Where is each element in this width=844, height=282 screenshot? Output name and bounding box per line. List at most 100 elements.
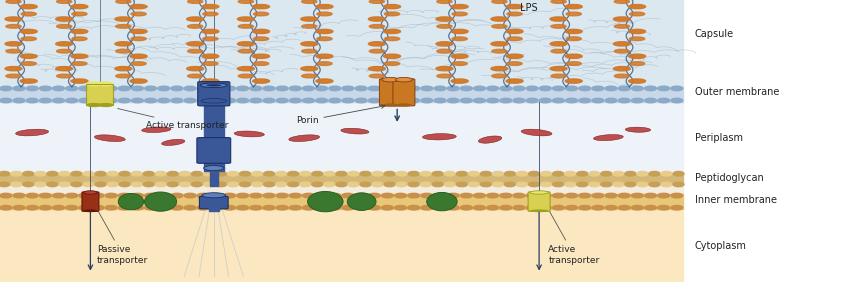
Ellipse shape <box>420 193 432 198</box>
Ellipse shape <box>184 193 196 198</box>
Ellipse shape <box>506 79 522 83</box>
Ellipse shape <box>197 193 209 198</box>
Ellipse shape <box>237 67 254 71</box>
Ellipse shape <box>40 98 51 103</box>
Ellipse shape <box>592 98 603 103</box>
Ellipse shape <box>436 74 452 78</box>
Ellipse shape <box>262 205 274 210</box>
Ellipse shape <box>144 86 156 91</box>
Ellipse shape <box>215 171 226 176</box>
Ellipse shape <box>506 37 522 41</box>
Ellipse shape <box>197 86 209 91</box>
Ellipse shape <box>238 25 253 28</box>
Ellipse shape <box>565 37 581 41</box>
Ellipse shape <box>506 54 522 58</box>
Ellipse shape <box>528 171 539 176</box>
Ellipse shape <box>446 86 458 91</box>
Ellipse shape <box>307 191 343 212</box>
Ellipse shape <box>538 98 550 103</box>
Ellipse shape <box>83 171 94 176</box>
Ellipse shape <box>56 17 73 21</box>
Ellipse shape <box>23 171 34 176</box>
Ellipse shape <box>347 193 376 210</box>
Ellipse shape <box>436 67 452 71</box>
Bar <box>87 84 100 105</box>
Ellipse shape <box>276 205 288 210</box>
Ellipse shape <box>670 193 682 198</box>
Ellipse shape <box>613 17 630 21</box>
FancyBboxPatch shape <box>197 82 230 106</box>
Ellipse shape <box>5 67 22 71</box>
Ellipse shape <box>625 127 650 132</box>
Ellipse shape <box>368 205 380 210</box>
Ellipse shape <box>529 209 548 212</box>
Ellipse shape <box>224 193 235 198</box>
Ellipse shape <box>131 37 146 41</box>
Ellipse shape <box>408 182 419 187</box>
Ellipse shape <box>419 182 430 187</box>
Ellipse shape <box>95 182 106 187</box>
Ellipse shape <box>394 205 406 210</box>
Ellipse shape <box>187 74 203 78</box>
Ellipse shape <box>618 86 630 91</box>
Ellipse shape <box>552 205 564 210</box>
Ellipse shape <box>673 171 684 176</box>
Ellipse shape <box>311 171 322 176</box>
Ellipse shape <box>179 171 190 176</box>
Ellipse shape <box>657 193 668 198</box>
Ellipse shape <box>434 86 446 91</box>
Ellipse shape <box>56 67 73 71</box>
Ellipse shape <box>588 182 599 187</box>
Ellipse shape <box>480 171 491 176</box>
Ellipse shape <box>600 182 611 187</box>
Ellipse shape <box>252 79 269 83</box>
Ellipse shape <box>224 98 235 103</box>
Ellipse shape <box>526 193 538 198</box>
Ellipse shape <box>236 193 248 198</box>
Ellipse shape <box>673 182 684 187</box>
Ellipse shape <box>57 25 72 28</box>
Ellipse shape <box>578 98 590 103</box>
Ellipse shape <box>210 86 222 91</box>
Ellipse shape <box>5 42 22 46</box>
Ellipse shape <box>52 193 64 198</box>
Ellipse shape <box>158 86 170 91</box>
Ellipse shape <box>115 42 132 46</box>
Ellipse shape <box>600 171 611 176</box>
Ellipse shape <box>95 171 106 176</box>
Ellipse shape <box>426 192 457 211</box>
Ellipse shape <box>420 86 432 91</box>
Ellipse shape <box>210 98 222 103</box>
Ellipse shape <box>236 205 248 210</box>
Ellipse shape <box>203 171 214 176</box>
Ellipse shape <box>0 98 12 103</box>
Ellipse shape <box>528 182 539 187</box>
Ellipse shape <box>78 193 90 198</box>
Ellipse shape <box>289 193 301 198</box>
Ellipse shape <box>452 37 467 41</box>
Ellipse shape <box>72 62 87 65</box>
Ellipse shape <box>71 54 88 58</box>
Ellipse shape <box>184 86 196 91</box>
Ellipse shape <box>565 205 576 210</box>
Ellipse shape <box>316 86 327 91</box>
Ellipse shape <box>516 182 527 187</box>
Ellipse shape <box>40 193 51 198</box>
Ellipse shape <box>629 62 644 65</box>
Ellipse shape <box>116 25 131 28</box>
Ellipse shape <box>328 86 340 91</box>
Ellipse shape <box>155 171 166 176</box>
Ellipse shape <box>6 0 21 3</box>
Ellipse shape <box>92 86 104 91</box>
Ellipse shape <box>408 86 419 91</box>
Ellipse shape <box>460 98 472 103</box>
Ellipse shape <box>565 62 581 65</box>
Ellipse shape <box>215 182 226 187</box>
Ellipse shape <box>71 5 88 9</box>
Ellipse shape <box>368 193 380 198</box>
Ellipse shape <box>206 84 221 86</box>
Ellipse shape <box>144 193 156 198</box>
Ellipse shape <box>66 98 78 103</box>
Ellipse shape <box>506 12 522 16</box>
Ellipse shape <box>456 182 467 187</box>
